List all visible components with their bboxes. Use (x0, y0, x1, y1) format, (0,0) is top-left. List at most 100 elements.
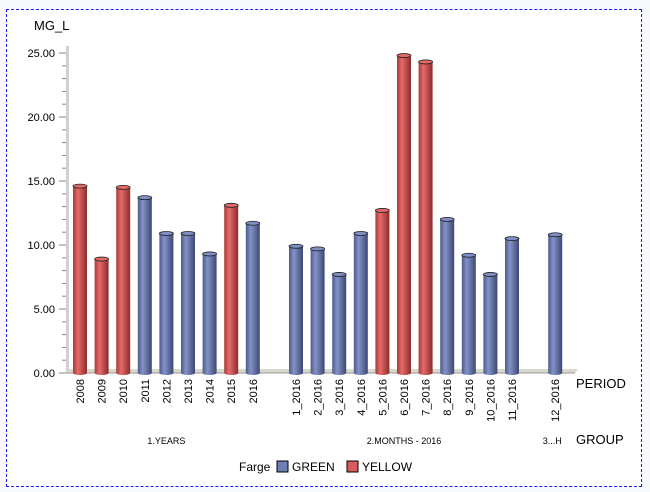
x-tick-label: 9_2016 (464, 379, 476, 416)
bar-8_2016 (440, 219, 455, 373)
y-tick-label: 5.00 (34, 304, 55, 316)
bar-base (73, 371, 87, 375)
x-tick-label: 2015 (226, 379, 238, 403)
x-tick-label: 5_2016 (377, 379, 389, 416)
bar-12_2016 (548, 234, 563, 373)
x-tick-label: 11_2016 (507, 379, 519, 421)
bar-1_2016 (289, 246, 303, 373)
x-tick-label: 12_2016 (550, 379, 562, 422)
bar-base (353, 371, 368, 375)
x-tick-label: 2016 (248, 379, 260, 403)
group-label: 2.MONTHS - 2016 (367, 436, 442, 446)
x-tick-label: 2009 (97, 379, 109, 403)
bar-2013 (181, 233, 195, 373)
bar-11_2016 (505, 238, 519, 373)
bar-cap (94, 256, 109, 262)
bar-base (224, 371, 239, 375)
group-label: 3...H (543, 436, 562, 446)
bar-cap (180, 231, 196, 236)
legend: Farge GREEN YELLOW (239, 460, 413, 474)
legend-title: Farge (239, 460, 271, 474)
legend-label-green: GREEN (292, 460, 335, 474)
x-tick-label: 4_2016 (356, 379, 368, 416)
bar-2016 (245, 223, 260, 373)
bar-cap (202, 251, 218, 257)
bar-cap (504, 236, 520, 242)
x-tick-label: 2_2016 (313, 379, 325, 416)
bar-3_2016 (332, 274, 347, 373)
x-tick-label: 2011 (140, 379, 152, 403)
x-tick-label: 7_2016 (421, 379, 433, 416)
y-axis-title: MG_L (34, 18, 69, 33)
bar-9_2016 (461, 255, 476, 373)
bar-base (548, 371, 563, 375)
bar-cap (288, 243, 304, 249)
group-label: 1.YEARS (147, 436, 185, 446)
bar-cap (223, 202, 239, 208)
bar-cap (353, 231, 369, 236)
bar-4_2016 (353, 233, 368, 373)
bar-base (202, 371, 217, 375)
bar-base (310, 371, 325, 375)
x-tick-label: 2008 (75, 379, 87, 403)
bar-5_2016 (375, 210, 390, 373)
bar-base (289, 371, 303, 375)
x-tick-label: 2012 (161, 379, 173, 403)
bar-cap (115, 184, 131, 190)
legend-swatch-yellow (346, 460, 359, 473)
bar-cap (547, 232, 563, 238)
bar-cap (482, 272, 498, 277)
x-tick-label: 10_2016 (485, 379, 497, 422)
y-tick-label: 25.00 (27, 48, 55, 60)
y-tick-label: 10.00 (27, 240, 55, 252)
bar-base (461, 371, 476, 375)
bar-base (332, 371, 347, 375)
bar-base (418, 371, 433, 375)
bar-cap (72, 183, 88, 189)
group-axis-title: GROUP (576, 432, 624, 447)
y-axis-wall (66, 46, 69, 373)
bar-6_2016 (397, 55, 411, 374)
bar-10_2016 (483, 274, 498, 373)
bar-2014 (202, 253, 217, 373)
bar-2010 (116, 187, 131, 373)
bar-base (397, 371, 411, 375)
bar-cap (245, 220, 261, 226)
bar-2011 (137, 197, 152, 373)
x-axis-title: PERIOD (576, 376, 626, 391)
bar-cap (374, 208, 390, 213)
bar-cap (418, 59, 434, 65)
bar-cap (137, 195, 153, 201)
bar-base (137, 371, 152, 375)
legend-label-yellow: YELLOW (362, 460, 413, 474)
bar-7_2016 (418, 61, 433, 374)
y-tick-label: 20.00 (27, 112, 55, 124)
bar-base (375, 371, 390, 375)
bar-cap (158, 231, 174, 236)
y-tick-label: 15.00 (27, 176, 55, 188)
legend-swatch-green (276, 460, 289, 473)
bar-2015 (224, 205, 239, 373)
bar-base (116, 371, 131, 375)
x-tick-label: 3_2016 (334, 379, 346, 416)
bar-base (94, 371, 109, 375)
bar-cap (439, 216, 455, 222)
bar-2009 (94, 259, 109, 373)
bar-cap (461, 252, 477, 258)
bar-base (245, 371, 260, 375)
bar-cap (310, 246, 326, 252)
x-tick-label: 1_2016 (291, 379, 303, 416)
x-tick-label: 2010 (118, 379, 130, 403)
bar-base (505, 371, 519, 375)
bar-2012 (159, 233, 174, 373)
bar-base (181, 371, 195, 375)
x-tick-label: 2013 (183, 379, 195, 403)
bar-2_2016 (310, 248, 325, 373)
bar-2008 (73, 186, 87, 373)
x-tick-label: 6_2016 (399, 379, 411, 416)
x-tick-label: 8_2016 (442, 379, 454, 416)
bar-base (483, 371, 498, 375)
bar-cap (396, 53, 412, 58)
bar-base (159, 371, 174, 375)
